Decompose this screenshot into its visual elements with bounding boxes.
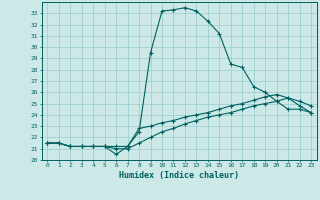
X-axis label: Humidex (Indice chaleur): Humidex (Indice chaleur) (119, 171, 239, 180)
